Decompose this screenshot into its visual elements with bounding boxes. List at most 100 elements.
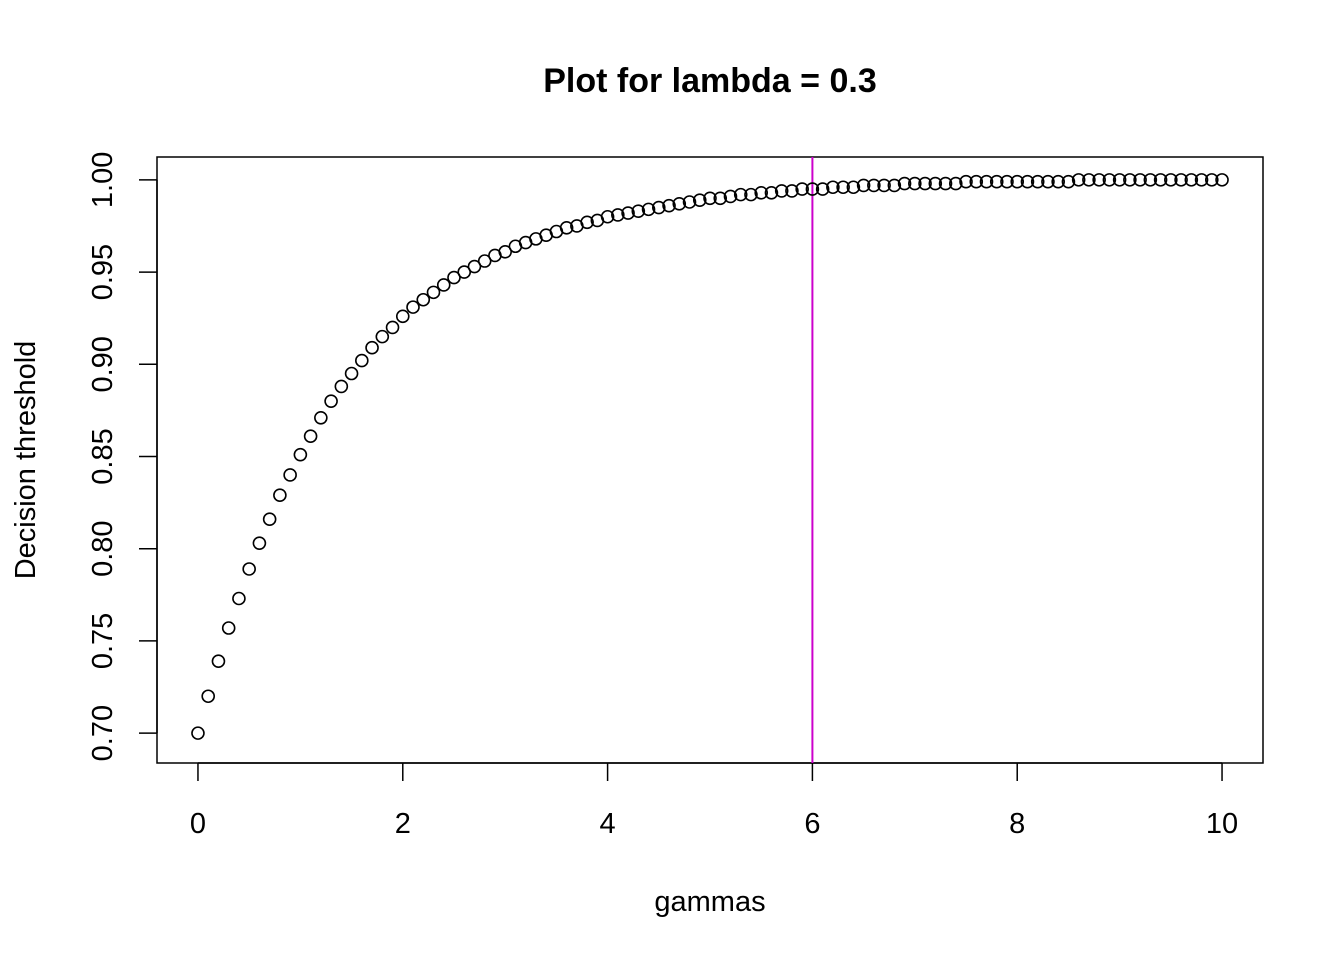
data-point — [1112, 173, 1127, 187]
y-tick-label: 0.95 — [87, 244, 119, 300]
data-point — [692, 193, 707, 207]
data-point — [334, 379, 349, 394]
plot-frame — [156, 156, 1264, 764]
data-point — [232, 591, 246, 606]
data-point — [467, 259, 482, 274]
data-point — [641, 202, 656, 217]
data-point — [395, 309, 410, 324]
x-tick-label: 8 — [1009, 808, 1025, 840]
data-point — [723, 189, 738, 204]
data-point — [375, 329, 390, 344]
y-tick-label: 1.00 — [87, 152, 119, 208]
data-point — [324, 394, 338, 408]
data-point — [672, 197, 687, 211]
data-point — [252, 536, 267, 550]
data-point — [262, 512, 277, 526]
data-point — [1153, 173, 1168, 187]
x-tick-label: 10 — [1206, 808, 1238, 840]
data-point — [1204, 173, 1219, 187]
data-point — [600, 209, 615, 224]
data-point — [283, 468, 297, 482]
data-point — [1194, 173, 1209, 187]
data-point — [1092, 173, 1106, 187]
data-point — [1020, 174, 1035, 189]
data-point — [856, 178, 871, 193]
y-tick-label: 0.85 — [87, 428, 119, 484]
data-point — [273, 488, 287, 503]
data-point — [426, 285, 441, 300]
data-point — [826, 180, 840, 195]
data-point — [969, 174, 984, 189]
data-point — [1030, 174, 1045, 189]
data-point — [651, 200, 666, 215]
data-point — [498, 244, 512, 259]
x-axis-label: gammas — [654, 886, 765, 918]
data-point — [938, 176, 953, 191]
y-tick-label: 0.80 — [87, 520, 119, 576]
data-point — [1061, 174, 1076, 189]
data-point — [682, 195, 697, 209]
data-point — [1041, 174, 1055, 189]
data-point — [1000, 174, 1014, 189]
x-tick-label: 4 — [600, 808, 616, 840]
data-point — [344, 366, 359, 381]
data-point — [1082, 173, 1096, 187]
data-point — [979, 174, 994, 189]
data-point — [877, 178, 891, 193]
data-point — [897, 176, 912, 191]
data-point — [314, 410, 328, 425]
data-point — [293, 447, 308, 462]
data-point — [785, 184, 799, 198]
data-point — [713, 191, 728, 206]
data-point — [795, 182, 809, 196]
data-point — [764, 185, 779, 200]
data-point — [211, 654, 226, 669]
data-point — [1071, 173, 1086, 187]
data-point — [303, 429, 318, 444]
data-point — [908, 176, 922, 191]
y-tick-label: 0.75 — [87, 613, 119, 669]
data-point — [1164, 173, 1178, 187]
chart-title: Plot for lambda = 0.3 — [543, 62, 876, 100]
data-point — [1184, 173, 1199, 187]
plot-area: 0 2 4 6 8 10 0.70 0.75 0.80 0.85 0.90 0.95 1.00 — [87, 152, 1264, 840]
data-point — [1123, 173, 1137, 187]
data-point — [846, 180, 861, 195]
data-point — [355, 353, 369, 368]
data-point — [416, 292, 431, 307]
data-point — [805, 182, 820, 196]
data-point — [1174, 173, 1188, 187]
data-point — [559, 221, 574, 235]
data-point — [406, 300, 420, 314]
data-point — [242, 562, 256, 576]
data-point — [611, 208, 625, 222]
data-point — [221, 621, 236, 635]
y-tick-label: 0.70 — [87, 705, 119, 761]
data-point — [744, 187, 758, 202]
data-point — [1051, 174, 1065, 189]
x-tick-label: 2 — [395, 808, 411, 840]
data-point — [201, 689, 216, 704]
data-point — [631, 204, 646, 219]
data-point — [989, 174, 1004, 189]
data-point — [836, 180, 850, 195]
data-point — [1102, 173, 1117, 187]
data-point — [754, 185, 769, 200]
y-tick-label: 0.90 — [87, 336, 119, 392]
data-point — [621, 206, 635, 220]
data-point — [928, 176, 943, 191]
data-point — [1010, 174, 1025, 189]
data-point — [918, 176, 932, 191]
data-point — [815, 182, 830, 196]
data-point — [191, 726, 205, 740]
data-point — [1215, 173, 1229, 187]
data-point — [948, 176, 963, 191]
data-point — [477, 254, 492, 268]
data-point — [365, 340, 379, 355]
data-point — [1143, 173, 1158, 187]
data-point — [733, 187, 748, 202]
x-tick-label: 6 — [804, 808, 820, 840]
data-point — [447, 270, 461, 285]
data-point — [703, 191, 717, 206]
